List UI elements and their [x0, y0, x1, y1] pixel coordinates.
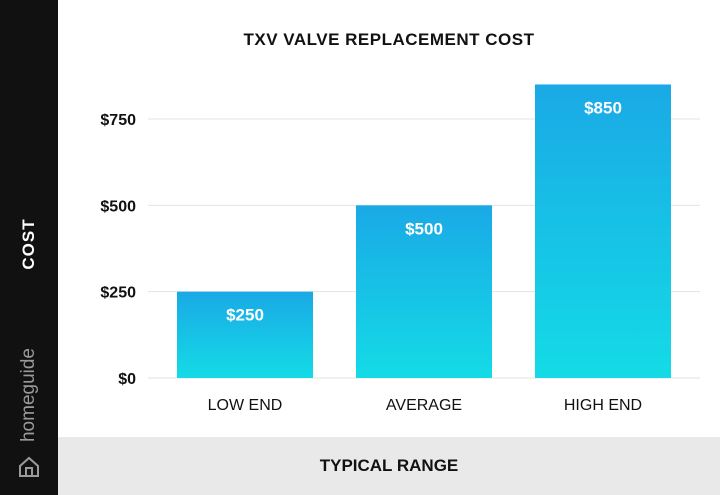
bar-chart: $0 $250 $500 $750 $250 LOW END $500 AVERAGE $850… [100, 84, 700, 414]
y-tick-label: $500 [100, 198, 136, 215]
bar [535, 84, 671, 378]
y-tick-label: $750 [100, 112, 136, 129]
y-tick-label: $0 [118, 371, 136, 388]
sidebar: COST homeguide [0, 0, 58, 495]
bar-value-label: $500 [405, 219, 443, 238]
bar-value-label: $250 [226, 306, 264, 325]
x-tick-label: HIGH END [564, 397, 642, 414]
house-icon [19, 456, 39, 477]
x-axis-label: TYPICAL RANGE [319, 456, 459, 475]
x-tick-label: LOW END [208, 397, 283, 414]
y-tick-label: $250 [100, 285, 136, 302]
chart-title: TXV VALVE REPLACEMENT COST [243, 30, 535, 49]
bar [177, 291, 313, 378]
x-tick-label: AVERAGE [386, 397, 462, 414]
x-axis-band: TYPICAL RANGE [58, 437, 720, 495]
bar [356, 205, 492, 378]
bar-value-label: $850 [584, 98, 622, 117]
